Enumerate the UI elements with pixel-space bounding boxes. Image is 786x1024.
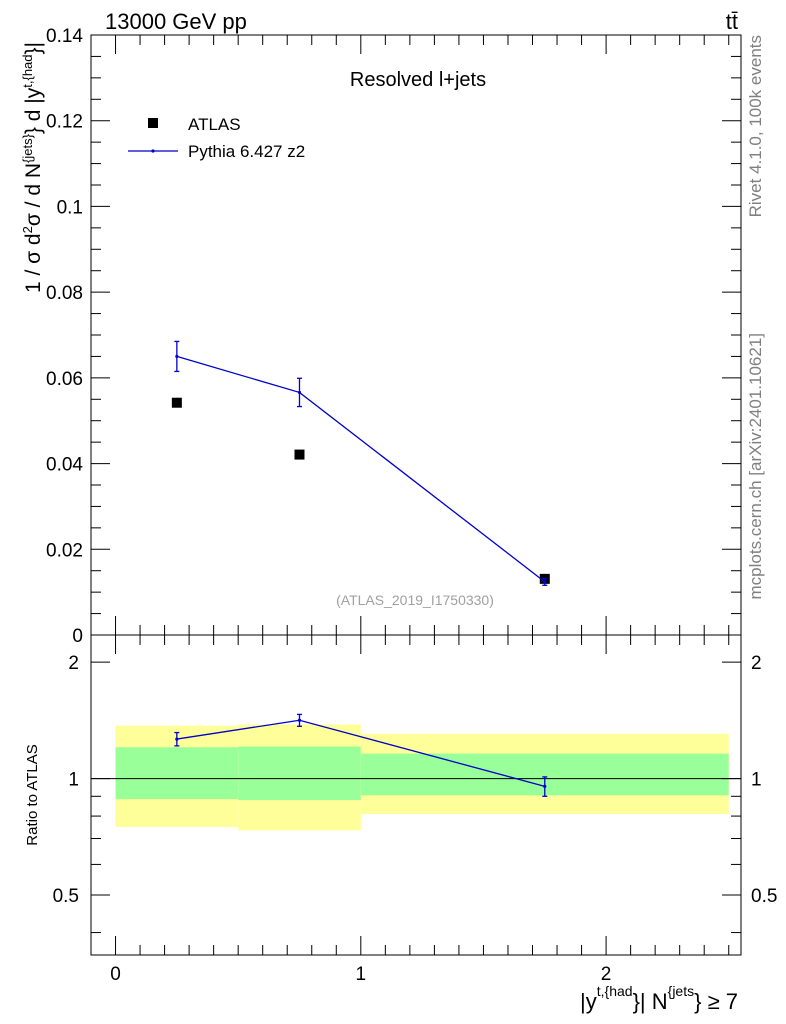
ratio-green-band: [115, 747, 239, 800]
x-tick-label: 1: [356, 964, 367, 985]
chart-title: Resolved l+jets: [350, 69, 486, 91]
y-tick-label: 0.06: [46, 369, 83, 390]
ratio-pythia-point: [175, 737, 179, 741]
ratio-panel: 0 1 2 0.5 0.5 1 1 2 2 Ratio to ATLAS: [24, 634, 777, 985]
y-tick-label: 0.12: [46, 112, 83, 133]
ratio-green-band: [238, 746, 361, 801]
legend-marker-atlas: [148, 118, 158, 128]
x-axis-label: |yt,{had}| N{jets} ≥ 7: [580, 983, 738, 1014]
main-panel: 0 0.02 0.04 0.06 0.08 0.1 0.12 0.14 Resolved l+…: [20, 26, 742, 647]
atlas-point: [294, 449, 305, 460]
y-tick-label: 0: [72, 626, 83, 647]
pythia-line: [176, 355, 546, 583]
y-axis-label: 1 / σ d2σ / d N{jets}} d |yt,{had}|: [20, 42, 45, 293]
rivet-label: Rivet 4.1.0, 100k events: [746, 35, 765, 217]
ratio-y-tick-label: 2: [68, 653, 79, 674]
x-tick-label: 0: [110, 964, 121, 985]
legend-label-atlas: ATLAS: [188, 115, 241, 134]
mcplots-label: mcplots.cern.ch [arXiv:2401.10621]: [746, 333, 765, 599]
legend-marker-pythia: [151, 149, 155, 153]
energy-label: 13000 GeV pp: [105, 9, 247, 34]
y-tick-label: 0.08: [46, 283, 83, 304]
y-tick-label: 0.02: [46, 540, 83, 561]
ratio-y-tick-label-right: 0.5: [751, 886, 777, 907]
x-tick-label: 2: [601, 964, 612, 985]
legend-label-pythia: Pythia 6.427 z2: [188, 142, 305, 161]
ratio-y-axis-label: Ratio to ATLAS: [24, 744, 41, 845]
ratio-y-tick-label-right: 2: [751, 653, 762, 674]
pythia-point: [175, 354, 179, 359]
ratio-pythia-point: [543, 784, 547, 788]
ratio-pythia-point: [297, 718, 302, 722]
ratio-frame: [90, 634, 742, 956]
ratio-y-tick-label-right: 1: [751, 770, 762, 791]
process-label: tt̄: [726, 9, 738, 34]
legend: ATLAS Pythia 6.427 z2: [128, 115, 305, 161]
pythia-point: [297, 390, 302, 395]
ratio-y-tick-label: 1: [68, 770, 79, 791]
y-tick-label: 0.14: [46, 26, 83, 47]
ratio-y-tick-label: 0.5: [53, 886, 79, 907]
y-tick-label: 0.04: [46, 455, 83, 476]
analysis-tag: (ATLAS_2019_I1750330): [336, 592, 494, 608]
y-tick-label: 0.1: [57, 197, 83, 218]
pythia-point: [543, 580, 547, 584]
atlas-point: [171, 397, 182, 408]
